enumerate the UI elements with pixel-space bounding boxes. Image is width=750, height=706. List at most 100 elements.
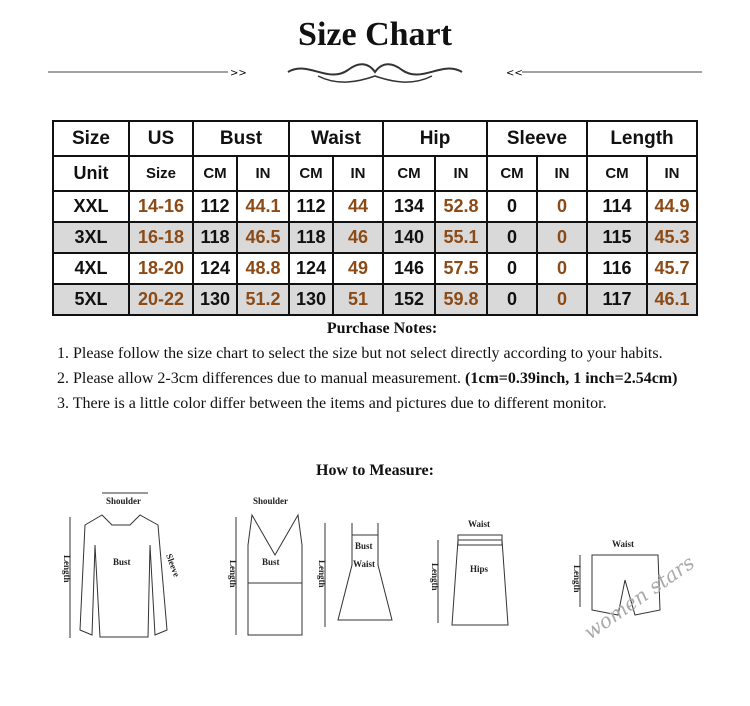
- skirt-diagram: Waist Hips Length: [430, 519, 509, 626]
- header-cell: Size: [52, 120, 130, 157]
- table-cell: 130: [192, 283, 238, 316]
- table-cell: 117: [586, 283, 648, 316]
- decorative-divider: >> <<: [48, 63, 702, 83]
- table-cell: 115: [586, 221, 648, 254]
- table-cell: 0: [536, 252, 588, 285]
- table-cell: 46.1: [646, 283, 698, 316]
- table-cell: 0: [486, 221, 538, 254]
- unit-cell: CM: [486, 155, 538, 192]
- header-cell: Sleeve: [486, 120, 588, 157]
- table-cell: 0: [486, 283, 538, 316]
- shorts-diagram: Waist Length: [572, 539, 661, 616]
- table-cell: 0: [536, 221, 588, 254]
- unit-cell: IN: [236, 155, 290, 192]
- header-cell: Waist: [288, 120, 384, 157]
- table-cell: 112: [288, 190, 334, 223]
- table-cell: 134: [382, 190, 436, 223]
- unit-cell: IN: [434, 155, 488, 192]
- svg-text:Length: Length: [317, 560, 327, 588]
- purchase-notes: Purchase Notes: 1. Please follow the siz…: [57, 316, 707, 416]
- table-cell: 3XL: [52, 221, 130, 254]
- table-cell: 0: [536, 283, 588, 316]
- table-cell: 45.3: [646, 221, 698, 254]
- table-cell: 114: [586, 190, 648, 223]
- table-cell: 0: [486, 252, 538, 285]
- table-cell: 118: [192, 221, 238, 254]
- header-cell: Bust: [192, 120, 290, 157]
- svg-text:>>: >>: [230, 68, 247, 79]
- table-cell: 112: [192, 190, 238, 223]
- table-row: 4XL 18-20 124 48.8 124 49 146 57.5 0 0 116 45.7: [52, 252, 698, 285]
- unit-cell: CM: [586, 155, 648, 192]
- table-cell: 44.1: [236, 190, 290, 223]
- table-cell: 52.8: [434, 190, 488, 223]
- table-cell: 49: [332, 252, 384, 285]
- table-cell: 59.8: [434, 283, 488, 316]
- notes-title: Purchase Notes:: [326, 320, 438, 337]
- svg-text:<<: <<: [506, 68, 523, 79]
- table-cell: 4XL: [52, 252, 130, 285]
- svg-text:Length: Length: [228, 560, 238, 588]
- svg-text:Sleeve: Sleeve: [164, 552, 182, 578]
- unit-cell: Unit: [52, 155, 130, 192]
- blouse-diagram: Shoulder Bust Length Sleeve: [62, 492, 182, 638]
- table-cell: 57.5: [434, 252, 488, 285]
- header-cell: US: [128, 120, 194, 157]
- table-cell: 116: [586, 252, 648, 285]
- unit-cell: IN: [646, 155, 698, 192]
- table-cell: 18-20: [128, 252, 194, 285]
- table-cell: 152: [382, 283, 436, 316]
- note-2-text: 2. Please allow 2-3cm differences due to…: [57, 370, 466, 387]
- header-cell: Length: [586, 120, 698, 157]
- how-to-measure-title: How to Measure:: [316, 462, 434, 479]
- svg-text:Bust: Bust: [113, 557, 131, 567]
- svg-text:Length: Length: [62, 555, 72, 583]
- table-cell: 140: [382, 221, 436, 254]
- table-cell: 51.2: [236, 283, 290, 316]
- header-cell: Hip: [382, 120, 488, 157]
- table-row: XXL 14-16 112 44.1 112 44 134 52.8 0 0 114 44.9: [52, 190, 698, 223]
- tank-top-diagram: Shoulder Bust Length: [228, 496, 303, 636]
- table-cell: 146: [382, 252, 436, 285]
- svg-text:Waist: Waist: [353, 559, 375, 569]
- table-cell: 46: [332, 221, 384, 254]
- svg-text:Shoulder: Shoulder: [253, 496, 288, 506]
- svg-text:Length: Length: [430, 563, 440, 591]
- svg-text:Length: Length: [572, 565, 582, 593]
- table-row: 5XL 20-22 130 51.2 130 51 152 59.8 0 0 117 46.1: [52, 283, 698, 316]
- table-cell: 118: [288, 221, 334, 254]
- table-cell: 51: [332, 283, 384, 316]
- table-cell: 55.1: [434, 221, 488, 254]
- svg-text:Bust: Bust: [355, 541, 373, 551]
- note-3: 3. There is a little color differ betwee…: [57, 395, 607, 412]
- table-cell: 44.9: [646, 190, 698, 223]
- size-table: Size US Bust Waist Hip Sleeve Length Uni…: [52, 120, 698, 316]
- unit-cell: Size: [128, 155, 194, 192]
- table-cell: 130: [288, 283, 334, 316]
- svg-text:Waist: Waist: [612, 539, 634, 549]
- unit-cell: IN: [332, 155, 384, 192]
- table-cell: 44: [332, 190, 384, 223]
- table-cell: 45.7: [646, 252, 698, 285]
- table-cell: 0: [486, 190, 538, 223]
- table-cell: 14-16: [128, 190, 194, 223]
- table-cell: 20-22: [128, 283, 194, 316]
- svg-text:Hips: Hips: [470, 564, 489, 574]
- watermark: women stars: [579, 550, 699, 644]
- note-2-conversion: (1cm=0.39inch, 1 inch=2.54cm): [465, 370, 678, 387]
- table-cell: 48.8: [236, 252, 290, 285]
- unit-cell: CM: [382, 155, 436, 192]
- table-cell: 124: [288, 252, 334, 285]
- table-cell: 124: [192, 252, 238, 285]
- unit-cell: CM: [192, 155, 238, 192]
- table-cell: 0: [536, 190, 588, 223]
- table-row: 3XL 16-18 118 46.5 118 46 140 55.1 0 0 115 45.3: [52, 221, 698, 254]
- svg-text:Shoulder: Shoulder: [106, 496, 141, 506]
- svg-text:Waist: Waist: [468, 519, 490, 529]
- measurement-diagrams: Shoulder Bust Length Sleeve Shoulder Bus…: [62, 492, 699, 644]
- page-title: Size Chart: [298, 16, 452, 53]
- unit-cell: CM: [288, 155, 334, 192]
- svg-text:Bust: Bust: [262, 557, 280, 567]
- note-1: 1. Please follow the size chart to selec…: [57, 345, 663, 362]
